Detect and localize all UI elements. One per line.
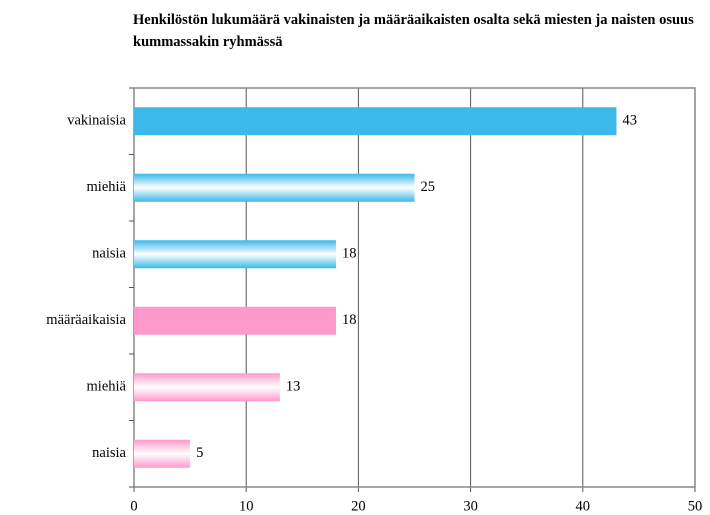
data-label: 5 [196, 445, 203, 461]
x-tick-label: 40 [576, 498, 591, 514]
bar [134, 439, 191, 468]
chart-title: Henkilöstön lukumäärä vakinaisten ja mää… [133, 12, 694, 50]
data-label: 18 [342, 246, 357, 262]
data-label: 13 [286, 379, 301, 395]
bar [134, 173, 415, 202]
bar [134, 306, 336, 335]
bar [134, 240, 336, 269]
y-tick-label: miehiä [87, 379, 127, 395]
x-tick-label: 30 [463, 498, 478, 514]
x-tick-label: 0 [130, 498, 137, 514]
y-tick-label: naisia [92, 246, 126, 262]
x-tick-label: 50 [688, 498, 703, 514]
bar [134, 107, 617, 136]
data-label: 43 [622, 113, 637, 129]
y-tick-label: naisia [92, 445, 126, 461]
x-tick-label: 10 [239, 498, 254, 514]
x-tick-label: 20 [351, 498, 366, 514]
y-tick-label: miehiä [87, 179, 127, 195]
y-tick-label: määräaikaisia [46, 312, 126, 328]
data-label: 25 [421, 179, 436, 195]
plot-border [133, 87, 696, 488]
y-tick-label: vakinaisia [67, 113, 126, 129]
data-label: 18 [342, 312, 357, 328]
bar [134, 373, 280, 402]
